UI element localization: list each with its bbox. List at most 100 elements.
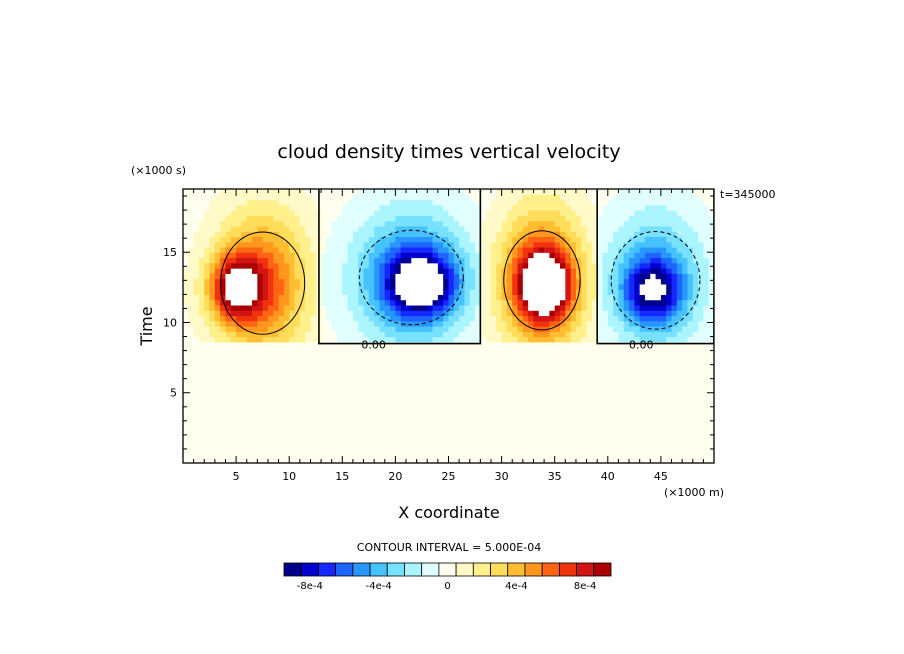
heatmap-cell <box>246 199 253 206</box>
heatmap-cell <box>591 347 598 353</box>
heatmap-cell <box>660 236 667 243</box>
heatmap-cell <box>618 457 625 463</box>
heatmap-cell <box>390 236 396 243</box>
heatmap-cell <box>560 431 566 438</box>
heatmap-cell <box>554 410 561 417</box>
heatmap-cell <box>188 452 195 459</box>
heatmap-cell <box>241 204 248 211</box>
heatmap-cell <box>586 410 593 417</box>
heatmap-cell <box>634 336 641 343</box>
heatmap-cell <box>326 357 333 364</box>
heatmap-cell <box>246 447 253 454</box>
heatmap-cell <box>613 452 620 459</box>
heatmap-cell <box>214 241 221 248</box>
heatmap-cell <box>618 310 625 317</box>
heatmap-cell <box>252 373 258 380</box>
heatmap-cell <box>517 278 524 285</box>
heatmap-cell <box>220 225 227 232</box>
heatmap-cell <box>220 189 227 195</box>
heatmap-cell <box>336 373 343 380</box>
heatmap-cell <box>262 336 269 343</box>
heatmap-cell <box>607 315 614 322</box>
heatmap-cell <box>283 383 290 390</box>
heatmap-cell <box>278 268 285 274</box>
heatmap-cell <box>639 304 646 311</box>
heatmap-cell <box>321 241 327 248</box>
heatmap-cell <box>448 210 455 216</box>
heatmap-cell <box>358 241 365 248</box>
heatmap-cell <box>682 441 689 448</box>
heatmap-cell <box>437 246 444 253</box>
heatmap-cell <box>342 373 349 380</box>
heatmap-cell <box>379 262 386 269</box>
heatmap-cell <box>289 246 296 253</box>
heatmap-cell <box>634 326 641 332</box>
heatmap-cell <box>310 452 317 459</box>
heatmap-cell <box>565 268 572 274</box>
heatmap-cell <box>368 273 375 280</box>
heatmap-cell <box>289 252 296 259</box>
heatmap-cell <box>273 399 280 406</box>
heatmap-cell <box>406 194 412 201</box>
heatmap-cell <box>183 352 189 359</box>
heatmap-cell <box>321 252 327 259</box>
heatmap-cell <box>188 436 195 443</box>
heatmap-cell <box>490 441 497 448</box>
heatmap-cell <box>241 368 248 375</box>
heatmap-cell <box>400 210 407 216</box>
heatmap-cell <box>581 326 588 332</box>
heatmap-cell <box>342 268 349 274</box>
heatmap-cell <box>326 431 333 438</box>
heatmap-cell <box>597 378 604 385</box>
heatmap-cell <box>310 389 317 396</box>
heatmap-cell <box>655 225 662 232</box>
heatmap-cell <box>406 299 412 306</box>
heatmap-cell <box>618 431 625 438</box>
heatmap-cell <box>183 310 189 317</box>
heatmap-cell <box>400 289 407 295</box>
heatmap-cell <box>570 383 577 390</box>
heatmap-cell <box>252 204 258 211</box>
heatmap-cell <box>517 357 524 364</box>
heatmap-cell <box>374 320 381 327</box>
heatmap-cell <box>607 199 614 206</box>
heatmap-cell <box>416 299 423 306</box>
heatmap-cell <box>395 341 402 348</box>
heatmap-cell <box>575 352 582 359</box>
heatmap-cell <box>273 283 280 290</box>
heatmap-cell <box>629 257 635 264</box>
heatmap-cell <box>390 315 396 322</box>
heatmap-cell <box>522 236 529 243</box>
heatmap-cell <box>267 204 274 211</box>
heatmap-cell <box>262 410 269 417</box>
heatmap-cell <box>506 383 513 390</box>
heatmap-cell <box>278 220 285 227</box>
heatmap-cell <box>432 199 439 206</box>
heatmap-cell <box>682 268 689 274</box>
heatmap-cell <box>650 357 657 364</box>
heatmap-cell <box>331 257 338 264</box>
heatmap-cell <box>544 378 550 385</box>
heatmap-cell <box>623 352 630 359</box>
heatmap-cell <box>544 373 550 380</box>
heatmap-cell <box>618 241 625 248</box>
heatmap-cell <box>395 246 402 253</box>
heatmap-cell <box>469 204 476 211</box>
heatmap-cell <box>331 278 338 285</box>
heatmap-cell <box>198 304 205 311</box>
heatmap-cell <box>666 389 673 396</box>
heatmap-cell <box>406 315 412 322</box>
heatmap-cell <box>469 210 476 216</box>
heatmap-cell <box>241 426 248 432</box>
heatmap-cell <box>655 410 662 417</box>
heatmap-cell <box>607 231 614 238</box>
heatmap-cell <box>395 194 402 201</box>
heatmap-cell <box>613 210 620 216</box>
heatmap-cell <box>512 310 519 317</box>
heatmap-cell <box>666 283 673 290</box>
heatmap-cell <box>639 426 646 432</box>
heatmap-cell <box>634 204 641 211</box>
heatmap-cell <box>326 257 333 264</box>
heatmap-cell <box>544 457 550 463</box>
heatmap-cell <box>193 246 200 253</box>
